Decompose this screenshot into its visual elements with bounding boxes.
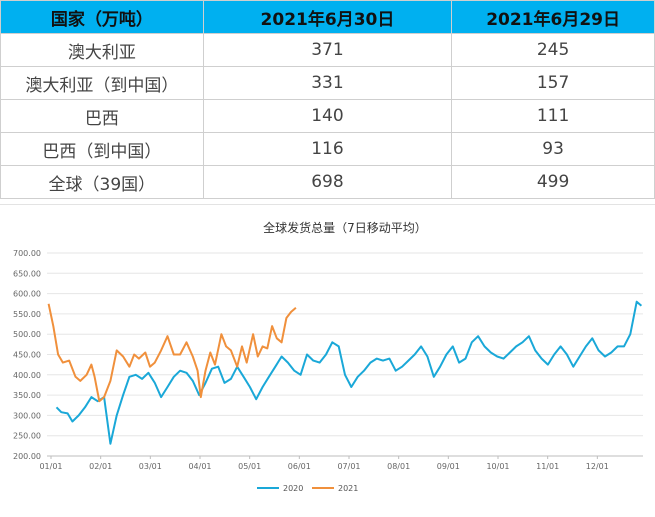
y-tick-label: 550.00: [13, 310, 41, 319]
y-tick-label: 650.00: [13, 269, 41, 278]
table-cell: 698: [202, 165, 453, 199]
y-tick-label: 700.00: [13, 249, 41, 258]
table-header-row: 国家（万吨） 2021年6月30日 2021年6月29日: [0, 0, 655, 34]
shipment-table: 国家（万吨） 2021年6月30日 2021年6月29日 澳大利亚 371 24…: [0, 0, 655, 199]
x-tick-label: 06/01: [288, 462, 311, 471]
chart-title: 全球发货总量（7日移动平均）: [263, 220, 427, 235]
x-tick-label: 02/01: [89, 462, 112, 471]
y-tick-label: 600.00: [13, 290, 41, 299]
shipment-chart: 全球发货总量（7日移动平均） 200.00 250.00 300.00 350.00 40…: [0, 204, 655, 513]
table-row: 巴西（到中国） 116 93: [0, 132, 655, 166]
chart-svg: 全球发货总量（7日移动平均） 200.00 250.00 300.00 350.00 40…: [13, 220, 643, 493]
x-tick-label: 12/01: [586, 462, 609, 471]
y-tick-label: 400.00: [13, 371, 41, 380]
table-cell: 澳大利亚（到中国）: [0, 66, 204, 100]
legend-label-2020: 2020: [283, 484, 303, 493]
table-cell: 371: [202, 33, 453, 67]
x-tick-label: 08/01: [387, 462, 410, 471]
header-date-1: 2021年6月30日: [202, 0, 453, 34]
header-country: 国家（万吨）: [0, 0, 204, 34]
x-tick-label: 04/01: [188, 462, 211, 471]
table-cell: 245: [451, 33, 655, 67]
series-line-2020: [55, 300, 643, 445]
header-date-2: 2021年6月29日: [451, 0, 655, 34]
x-tick-label: 05/01: [238, 462, 261, 471]
x-tick-label: 11/01: [536, 462, 559, 471]
x-tick-label: 07/01: [337, 462, 360, 471]
y-tick-label: 450.00: [13, 351, 41, 360]
series-line-2021: [47, 303, 297, 403]
x-tick-label: 09/01: [437, 462, 460, 471]
table-row: 巴西 140 111: [0, 99, 655, 133]
y-tick-label: 200.00: [13, 452, 41, 461]
x-tick-label: 10/01: [486, 462, 509, 471]
y-tick-label: 250.00: [13, 432, 41, 441]
table-cell: 116: [202, 132, 453, 166]
table-cell: 澳大利亚: [0, 33, 204, 67]
table-row: 澳大利亚（到中国） 331 157: [0, 66, 655, 100]
table-row: 全球（39国） 698 499: [0, 165, 655, 199]
x-tick-label: 01/01: [39, 462, 62, 471]
table-cell: 140: [202, 99, 453, 133]
table-cell: 巴西（到中国）: [0, 132, 204, 166]
y-tick-label: 300.00: [13, 411, 41, 420]
table-row: 澳大利亚 371 245: [0, 33, 655, 67]
table-cell: 111: [451, 99, 655, 133]
table-cell: 499: [451, 165, 655, 199]
y-tick-label: 500.00: [13, 330, 41, 339]
y-tick-label: 350.00: [13, 391, 41, 400]
legend-label-2021: 2021: [338, 484, 358, 493]
table-cell: 全球（39国）: [0, 165, 204, 199]
table-cell: 巴西: [0, 99, 204, 133]
x-tick-label: 03/01: [139, 462, 162, 471]
table-cell: 331: [202, 66, 453, 100]
table-cell: 157: [451, 66, 655, 100]
table-cell: 93: [451, 132, 655, 166]
